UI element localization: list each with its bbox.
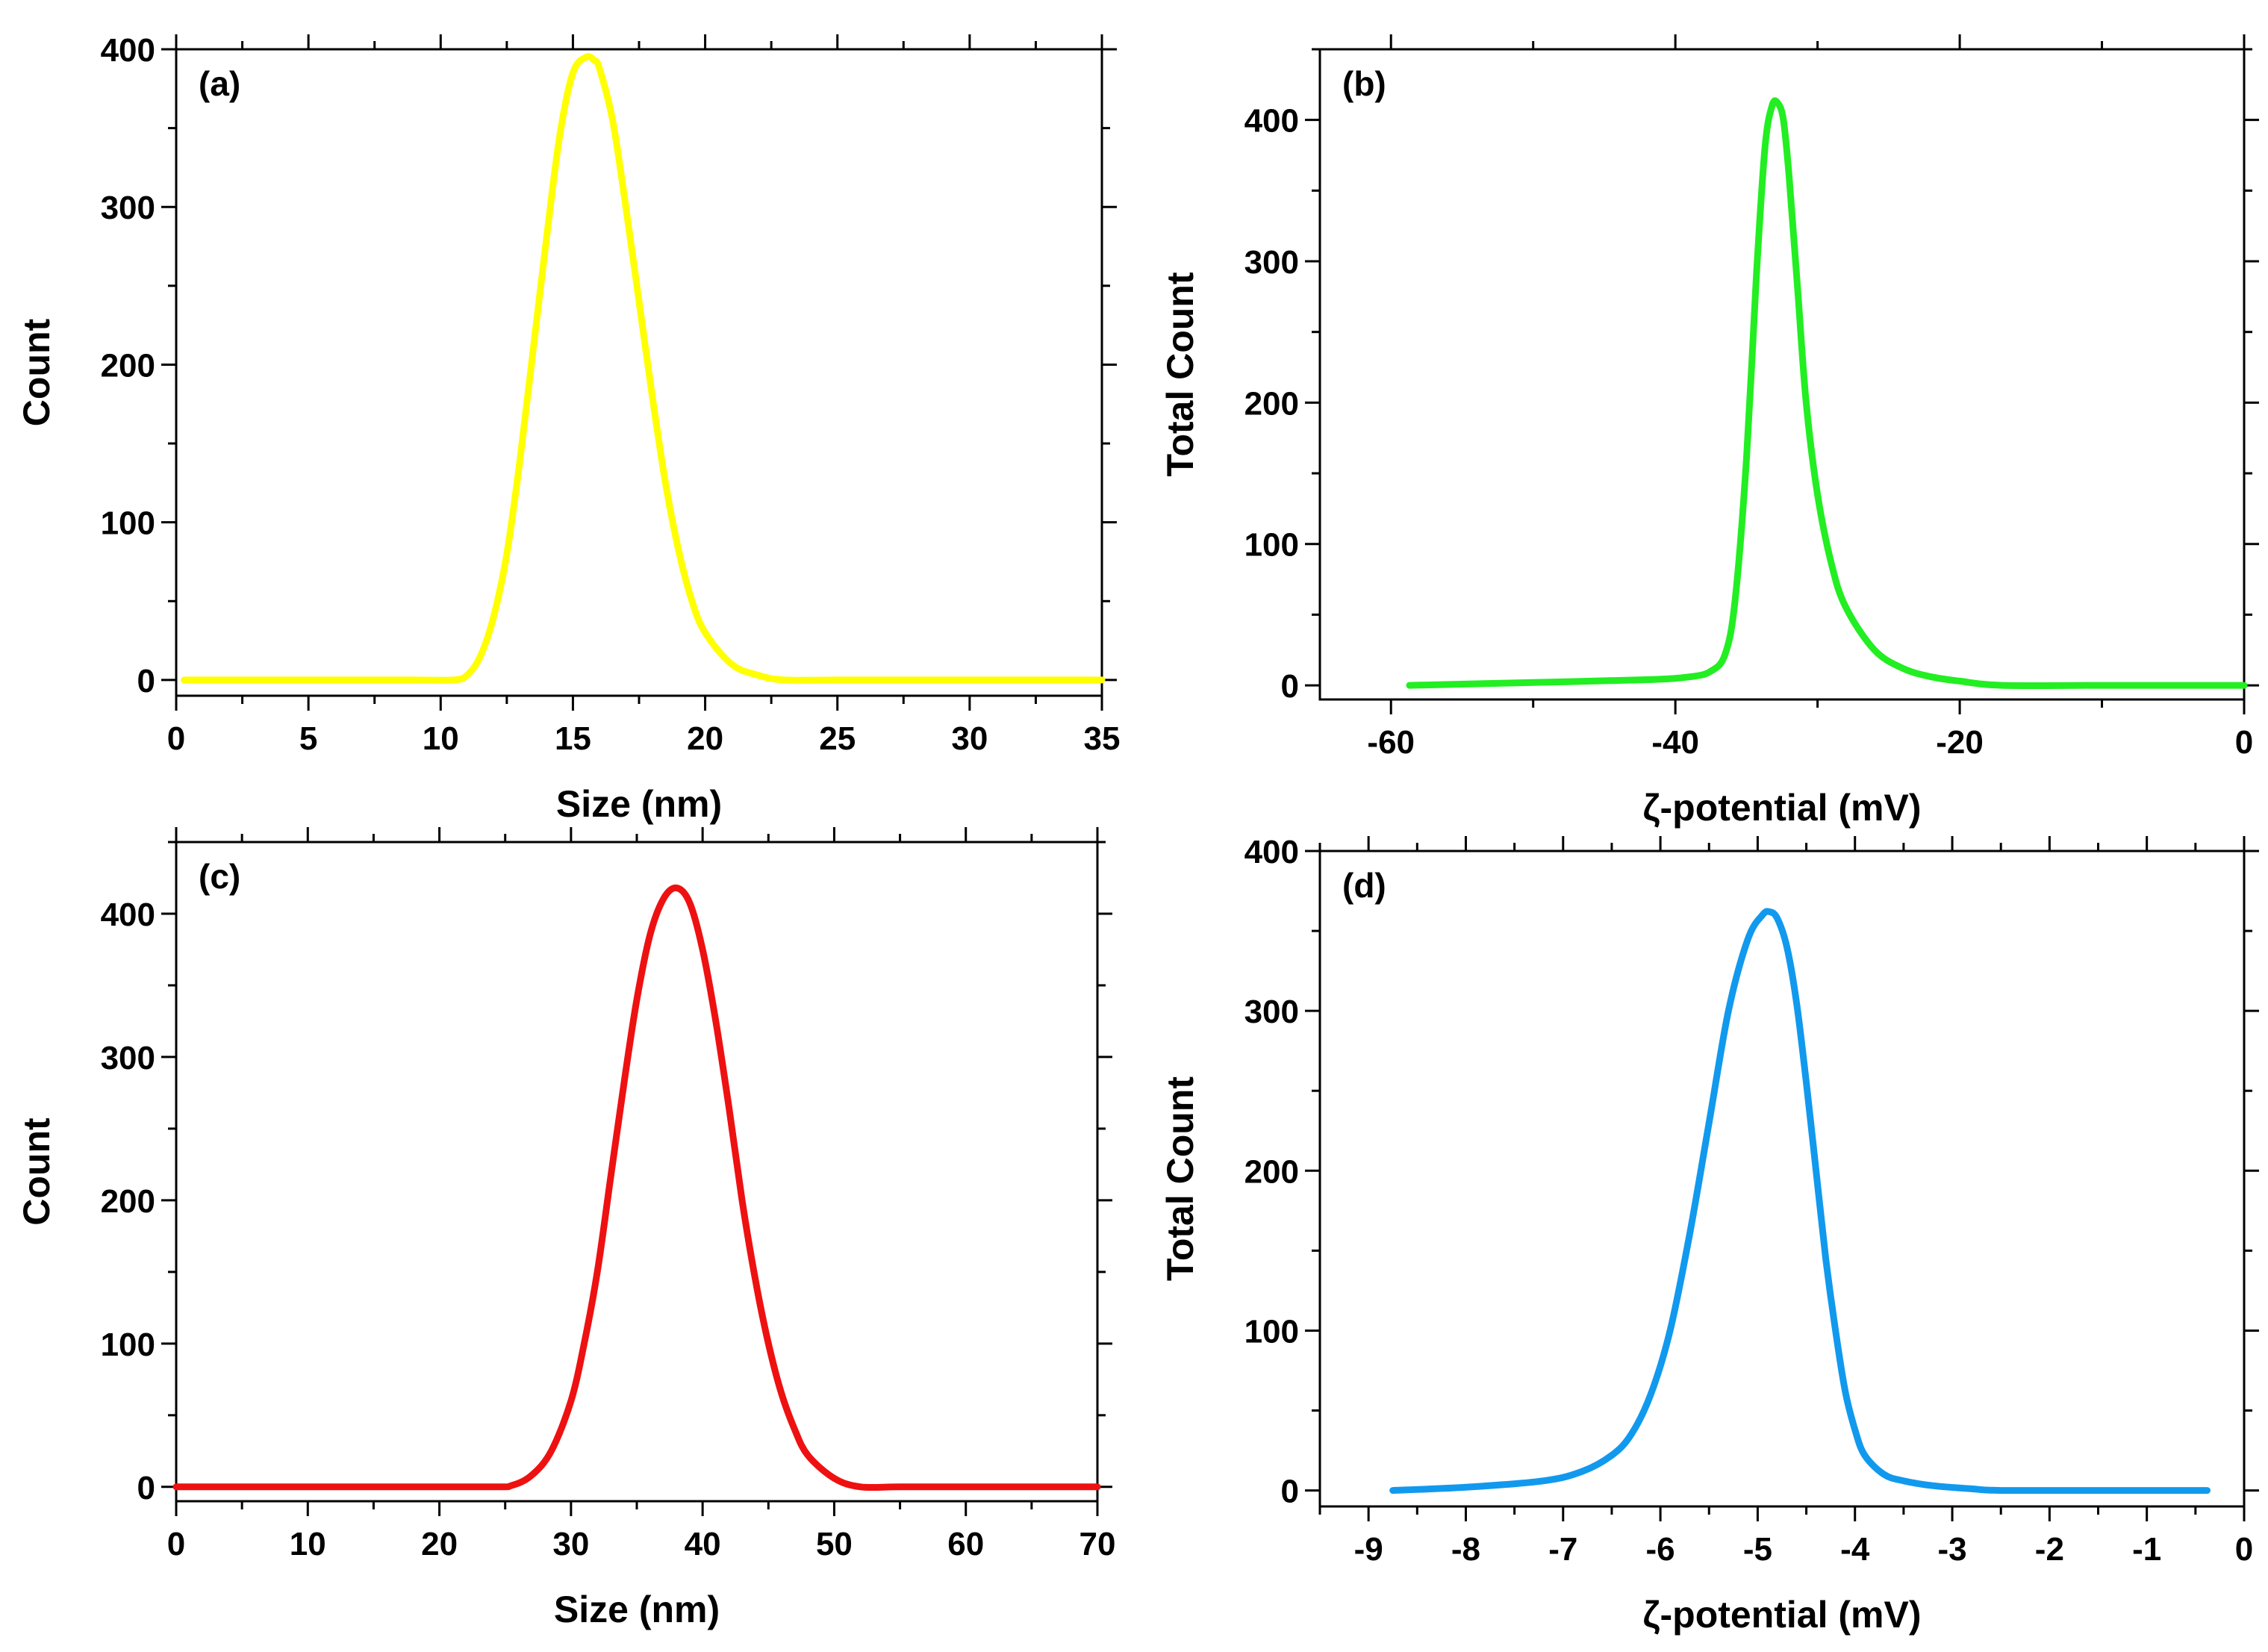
y-tick-label: 400 — [1244, 834, 1299, 870]
x-tick-label: -20 — [1936, 724, 1984, 761]
y-tick-label: 400 — [101, 32, 155, 69]
x-axis-title: Size (nm) — [556, 783, 722, 825]
y-axis-title: Total Count — [1159, 272, 1201, 476]
x-tick-label: 0 — [2235, 1531, 2253, 1568]
plot-frame — [175, 841, 1099, 1503]
x-axis-title: Size (nm) — [554, 1589, 720, 1630]
y-tick-label: 100 — [101, 1327, 155, 1363]
x-tick-label: -4 — [1840, 1531, 1870, 1568]
y-tick-label: 300 — [1244, 994, 1299, 1030]
x-tick-label: 40 — [685, 1526, 721, 1562]
y-tick-label: 100 — [1244, 1313, 1299, 1350]
series-line-b — [1406, 97, 2248, 689]
panel-c: 0 10 20 30 40 50 60 70 0 100 200 300 400 Size (nm) Cou… — [16, 827, 1115, 1630]
x-tick-label: -3 — [1937, 1531, 1966, 1568]
panel-label: (a) — [199, 64, 240, 103]
y-axis-title: Count — [16, 1118, 57, 1226]
y-tick-label: 200 — [1244, 1153, 1299, 1190]
x-tick-label: 10 — [423, 720, 459, 757]
panel-label: (d) — [1342, 866, 1386, 905]
x-tick-label: 50 — [816, 1526, 853, 1562]
y-tick-label: 400 — [1244, 103, 1299, 140]
plot-frame — [1318, 850, 2246, 1508]
x-tick-label: -2 — [2035, 1531, 2064, 1568]
x-tick-label: -7 — [1548, 1531, 1577, 1568]
panel-label: (c) — [199, 857, 240, 896]
x-tick-label: 0 — [167, 1526, 185, 1562]
x-tick-label: 70 — [1080, 1526, 1116, 1562]
x-tick-label: -9 — [1354, 1531, 1383, 1568]
x-axis-title: ζ-potential (mV) — [1643, 1594, 1922, 1636]
y-tick-label: 100 — [1244, 527, 1299, 564]
y-tick-label: 0 — [1281, 1474, 1299, 1510]
panel-label: (b) — [1342, 64, 1386, 103]
x-tick-label: -1 — [2132, 1531, 2161, 1568]
x-tick-label: 5 — [299, 720, 317, 757]
x-tick-label: 60 — [947, 1526, 984, 1562]
y-tick-label: 0 — [1281, 668, 1299, 705]
x-axis-title: ζ-potential (mV) — [1643, 787, 1922, 829]
y-tick-label: 300 — [1244, 244, 1299, 281]
x-tick-label: 20 — [421, 1526, 458, 1562]
y-axis-title: Total Count — [1159, 1076, 1201, 1281]
x-tick-label: -60 — [1367, 724, 1415, 761]
plot-frame — [1318, 48, 2246, 701]
x-tick-label: -6 — [1646, 1531, 1675, 1568]
x-tick-label: 30 — [552, 1526, 589, 1562]
x-tick-label: 0 — [2235, 724, 2253, 761]
plot-frame — [175, 48, 1103, 697]
y-axis-title: Count — [16, 318, 57, 426]
y-tick-label: 200 — [101, 1183, 155, 1220]
series-line-d — [1389, 908, 2211, 1494]
x-tick-label: 35 — [1084, 720, 1121, 757]
y-tick-label: 100 — [101, 505, 155, 542]
x-tick-label: 25 — [819, 720, 856, 757]
x-tick-label: -8 — [1451, 1531, 1480, 1568]
y-tick-label: 0 — [137, 663, 155, 699]
x-tick-label: -40 — [1651, 724, 1699, 761]
x-tick-label: 10 — [290, 1526, 326, 1562]
y-tick-label: 300 — [101, 190, 155, 226]
x-tick-label: 30 — [951, 720, 988, 757]
x-tick-label: -5 — [1743, 1531, 1772, 1568]
series-line-a — [181, 53, 1106, 684]
panel-b: -60 -40 -20 0 0 100 200 300 400 ζ-potential (mV) T… — [1159, 34, 2259, 829]
x-tick-label: 20 — [687, 720, 723, 757]
series-line-c — [172, 884, 1101, 1492]
y-tick-label: 300 — [101, 1040, 155, 1076]
y-tick-label: 400 — [101, 897, 155, 933]
x-tick-label: 0 — [167, 720, 185, 757]
y-tick-label: 0 — [137, 1470, 155, 1506]
y-tick-label: 200 — [101, 347, 155, 384]
panel-a: 0 5 10 15 20 25 30 35 0 100 200 300 400 Size (nm) Coun… — [16, 32, 1120, 825]
panel-d: -9 -8 -7 -6 -5 -4 -3 -2 -1 0 0 100 200 300 400 ζ-potent… — [1159, 834, 2259, 1636]
y-tick-label: 200 — [1244, 385, 1299, 422]
x-tick-label: 15 — [555, 720, 591, 757]
